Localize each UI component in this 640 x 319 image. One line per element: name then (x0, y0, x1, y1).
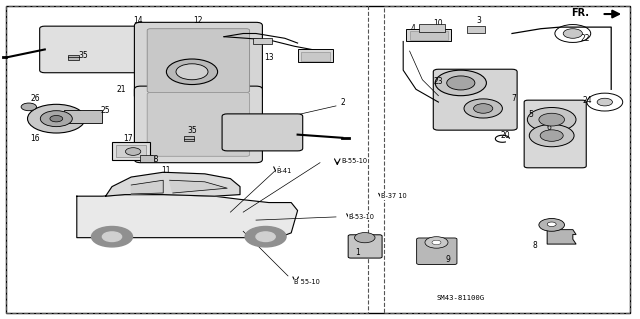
FancyBboxPatch shape (134, 22, 262, 99)
Text: 13: 13 (264, 53, 274, 62)
Text: B-53-10: B-53-10 (349, 214, 375, 220)
Text: 10: 10 (433, 19, 444, 28)
Bar (68, 55, 79, 60)
Bar (419, 24, 445, 32)
FancyBboxPatch shape (147, 29, 250, 93)
Text: 24: 24 (582, 96, 593, 105)
Polygon shape (77, 195, 298, 238)
Text: B-41: B-41 (276, 168, 292, 174)
Bar (298, 49, 333, 62)
Circle shape (176, 64, 208, 80)
Text: 25: 25 (100, 106, 111, 115)
Text: 8: 8 (532, 241, 537, 250)
Circle shape (432, 240, 441, 245)
Circle shape (355, 233, 375, 243)
FancyBboxPatch shape (40, 26, 140, 73)
Circle shape (539, 219, 564, 231)
Circle shape (28, 104, 85, 133)
Text: 1: 1 (355, 248, 360, 256)
Bar (6, 6, 368, 313)
Text: 3: 3 (476, 16, 481, 25)
FancyBboxPatch shape (147, 93, 250, 156)
FancyBboxPatch shape (348, 235, 382, 258)
Text: 26: 26 (30, 94, 40, 103)
Text: 7: 7 (511, 94, 516, 103)
FancyBboxPatch shape (524, 100, 586, 168)
Text: 2: 2 (340, 98, 345, 107)
Text: 6: 6 (547, 123, 552, 132)
Circle shape (563, 29, 582, 38)
Text: 19: 19 (132, 150, 143, 159)
Bar (406, 29, 451, 41)
Text: 20: 20 (500, 131, 511, 140)
Circle shape (166, 59, 218, 85)
Circle shape (50, 115, 63, 122)
Circle shape (529, 124, 574, 147)
Text: 18: 18 (149, 155, 158, 164)
Text: 5: 5 (529, 110, 534, 119)
Circle shape (539, 113, 564, 126)
Circle shape (547, 222, 556, 226)
Text: B 55-10: B 55-10 (294, 279, 320, 285)
Circle shape (447, 76, 475, 90)
Text: 9: 9 (445, 256, 451, 264)
Circle shape (102, 232, 122, 241)
Bar (410, 31, 448, 40)
Text: 23: 23 (433, 77, 444, 86)
Polygon shape (106, 172, 240, 196)
Text: 17: 17 (123, 134, 133, 143)
Text: 35: 35 (187, 126, 197, 135)
Bar (184, 136, 194, 141)
Bar (384, 6, 630, 313)
FancyBboxPatch shape (134, 86, 262, 163)
Circle shape (40, 111, 72, 127)
Bar (140, 155, 154, 162)
Text: 16: 16 (30, 134, 40, 143)
Bar (112, 142, 150, 160)
FancyBboxPatch shape (433, 69, 517, 130)
Bar (253, 38, 272, 44)
Bar (64, 110, 102, 123)
Circle shape (527, 108, 576, 132)
Circle shape (256, 232, 275, 241)
Text: 4: 4 (410, 24, 415, 33)
Circle shape (21, 103, 36, 111)
Polygon shape (547, 230, 576, 244)
Polygon shape (170, 180, 227, 193)
Text: 15: 15 (232, 125, 242, 134)
Circle shape (464, 99, 502, 118)
Text: SM43-81100G: SM43-81100G (436, 295, 485, 301)
Circle shape (125, 148, 141, 155)
Circle shape (597, 98, 612, 106)
Circle shape (474, 104, 493, 113)
FancyBboxPatch shape (417, 238, 457, 264)
Circle shape (92, 226, 132, 247)
Text: 12: 12 (194, 16, 203, 25)
FancyBboxPatch shape (222, 114, 303, 151)
Text: 22: 22 (581, 34, 590, 43)
Bar (116, 145, 146, 157)
Circle shape (245, 226, 286, 247)
Circle shape (435, 70, 486, 96)
Text: FR.: FR. (571, 8, 589, 19)
Text: B-55-10: B-55-10 (341, 158, 367, 164)
Text: B-37 10: B-37 10 (381, 193, 406, 199)
Text: 35: 35 (78, 51, 88, 60)
Text: 14: 14 (132, 16, 143, 25)
Bar (301, 52, 330, 61)
Text: 21: 21 (117, 85, 126, 94)
Text: 11: 11 (162, 166, 171, 175)
Polygon shape (131, 180, 163, 194)
Circle shape (540, 130, 563, 141)
Circle shape (425, 237, 448, 248)
Bar (467, 26, 485, 33)
